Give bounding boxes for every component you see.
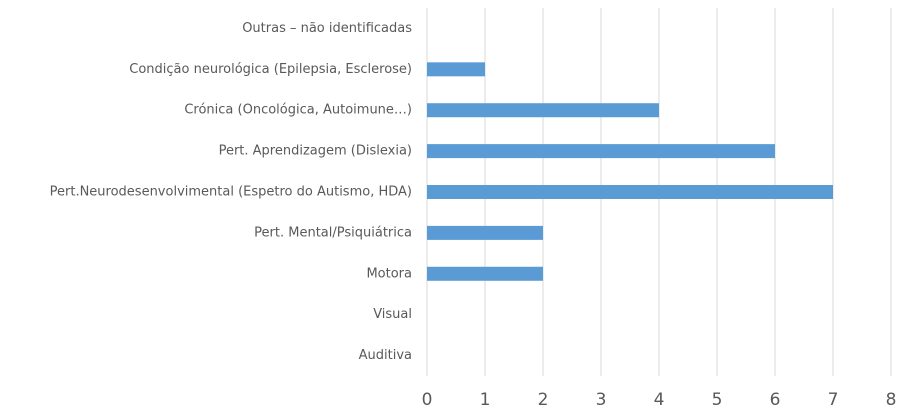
- y-tick-label: Visual: [373, 307, 412, 322]
- bar: [427, 103, 659, 118]
- x-tick-label: 2: [538, 390, 549, 410]
- y-tick-label: Motora: [366, 266, 412, 281]
- bar: [427, 62, 485, 77]
- y-tick-label: Crónica (Oncológica, Autoimune…): [184, 103, 412, 118]
- bar: [427, 144, 775, 159]
- x-tick-label: 6: [770, 390, 781, 410]
- bar: [427, 266, 543, 281]
- y-tick-label: Pert. Aprendizagem (Dislexia): [219, 144, 412, 159]
- x-tick-label: 7: [828, 390, 839, 410]
- y-tick-label: Condição neurológica (Epilepsia, Esclero…: [129, 62, 412, 77]
- x-tick-label: 8: [886, 390, 897, 410]
- bar: [427, 185, 833, 199]
- x-tick-label: 3: [596, 390, 607, 410]
- x-tick-label: 0: [422, 390, 433, 410]
- y-tick-label: Auditiva: [359, 348, 412, 363]
- x-tick-label: 4: [654, 390, 665, 410]
- y-tick-label: Outras – não identificadas: [242, 21, 412, 36]
- x-tick-label: 5: [712, 390, 723, 410]
- x-tick-label: 1: [480, 390, 491, 410]
- bar: [427, 225, 543, 240]
- y-tick-label: Pert. Mental/Psiquiátrica: [254, 225, 412, 240]
- y-tick-label: Pert.Neurodesenvolvimental (Espetro do A…: [50, 185, 412, 200]
